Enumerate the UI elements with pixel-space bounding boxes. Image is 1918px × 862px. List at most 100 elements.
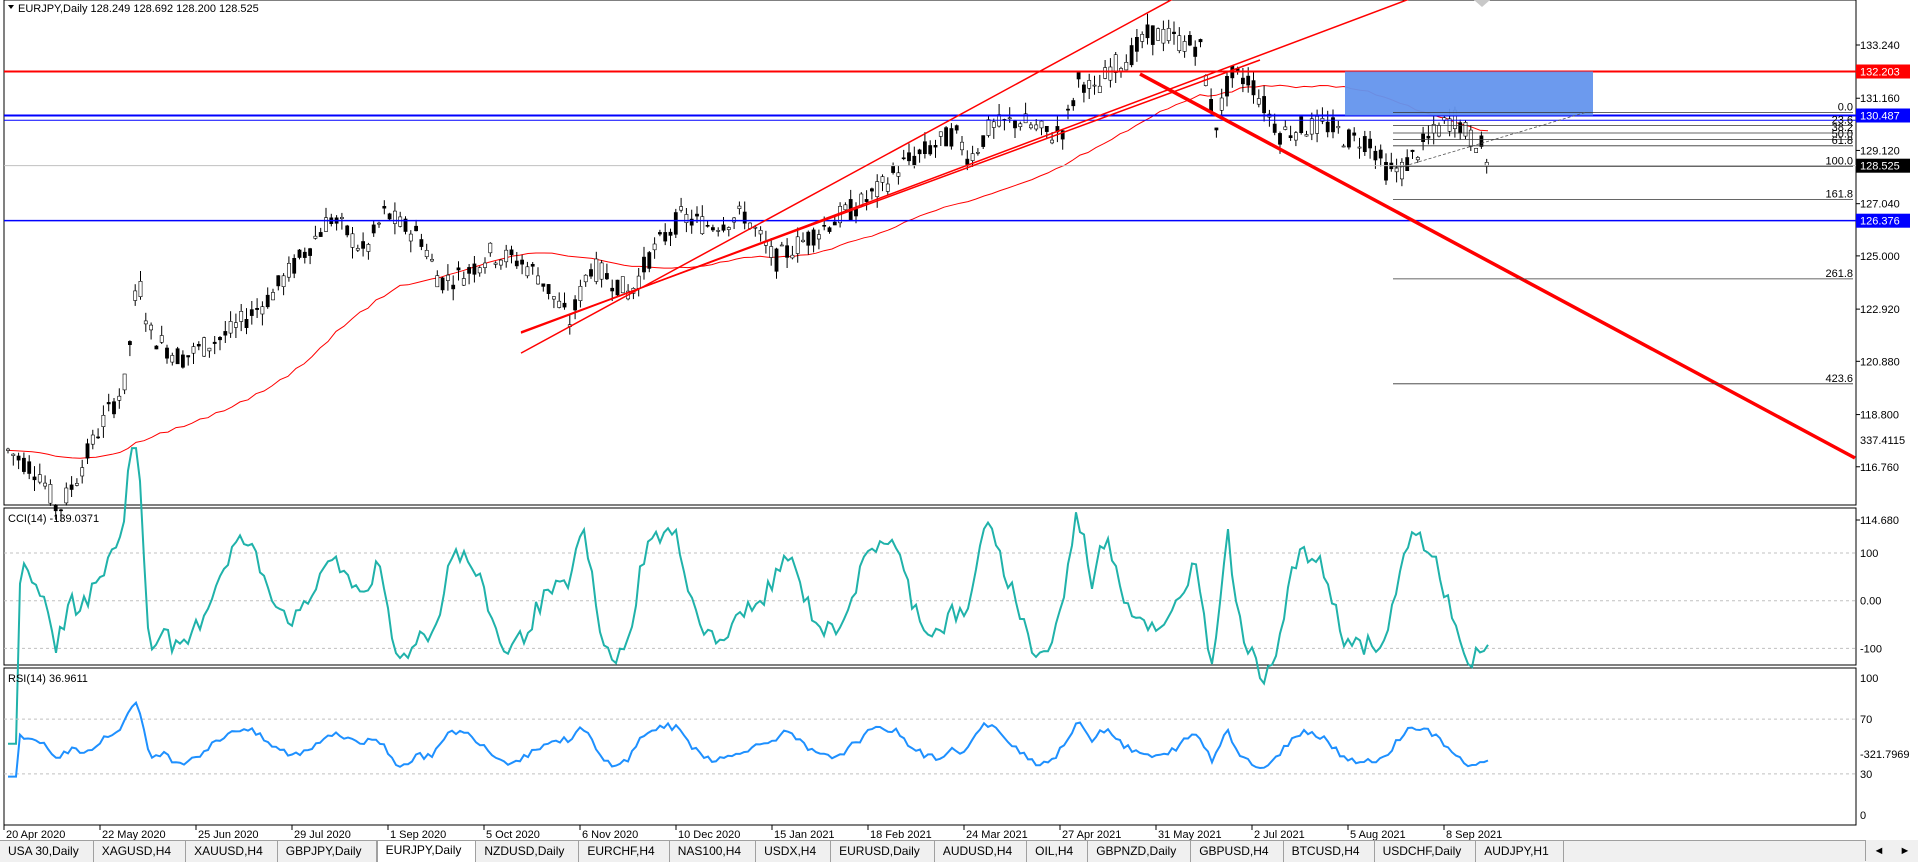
chart-menu-triangle-icon[interactable] (8, 5, 14, 9)
candle (234, 313, 238, 338)
candle-body (922, 141, 927, 154)
chart-tab[interactable]: NAS100,H4 (670, 841, 757, 862)
candle (514, 252, 519, 269)
candle-body (1283, 126, 1288, 130)
candle-body (790, 254, 795, 259)
candle (43, 475, 48, 490)
candle (1357, 137, 1362, 159)
candle-body (843, 204, 848, 211)
candle (483, 257, 487, 274)
price-tag-label: 130.487 (1860, 111, 1900, 123)
candle-body (1437, 125, 1441, 137)
candle-body (1044, 126, 1049, 132)
candle-body (1251, 80, 1256, 96)
chart-area[interactable]: 0.023.638.250.061.8100.0161.8261.8423.6 … (0, 0, 1918, 840)
candle (1225, 70, 1229, 107)
candle-body (1315, 116, 1320, 134)
candle (949, 123, 954, 150)
chart-tab[interactable]: EURJPY,Daily (376, 841, 477, 862)
candle-body (806, 231, 811, 246)
candle (1373, 145, 1378, 169)
chart-tab[interactable]: AUDUSD,H4 (935, 841, 1028, 862)
chart-tab[interactable]: XAGUSD,H4 (94, 841, 187, 862)
candle (562, 292, 567, 310)
candle (181, 350, 185, 369)
candle-body (1156, 28, 1161, 41)
candle-body (117, 395, 122, 401)
candle (907, 143, 911, 166)
cci-pane[interactable] (3, 507, 1857, 666)
candle-body (1124, 61, 1129, 71)
candle (827, 226, 832, 234)
candle-body (1394, 167, 1399, 173)
candle-body (244, 318, 249, 328)
candle (779, 241, 784, 247)
tab-scroll[interactable]: ◄ ► (1865, 840, 1918, 861)
candle (59, 508, 63, 521)
candle (1018, 121, 1023, 131)
candle-body (1092, 84, 1097, 87)
candle-body (175, 348, 180, 365)
chart-tab[interactable]: USDX,H4 (756, 841, 832, 862)
candle-body (191, 346, 196, 354)
candle-body (461, 278, 466, 286)
chart-tab[interactable]: GBPNZD,Daily (1088, 841, 1192, 862)
candle (933, 139, 938, 158)
time-axis-label: 20 Apr 2020 (6, 829, 65, 840)
candle-body (483, 262, 487, 268)
candle (1288, 125, 1293, 141)
chart-tab[interactable]: GBPUSD,H4 (1191, 841, 1284, 862)
candle (928, 140, 933, 156)
chart-tab[interactable]: XAUUSD,H4 (186, 841, 278, 862)
cci-scale-label: 0.00 (1860, 596, 1881, 608)
candle (1076, 71, 1081, 88)
candle-body (64, 487, 69, 504)
candle (32, 466, 37, 491)
chart-tab[interactable]: GBPJPY,Daily (278, 841, 377, 862)
chart-tab[interactable]: USDCHF,Daily (1375, 841, 1477, 862)
chart-tab[interactable]: USA 30,Daily (0, 841, 94, 862)
candle-body (1426, 135, 1431, 139)
candle (716, 227, 721, 237)
chart-tab[interactable]: AUDJPY,H1 (1476, 841, 1564, 862)
candle (456, 261, 461, 281)
rsi-pane[interactable] (3, 667, 1857, 826)
tab-left-arrow-icon[interactable]: ◄ (1873, 844, 1885, 857)
candle-body (1373, 150, 1378, 161)
candle (302, 247, 307, 264)
fib-level-label: 61.8 (1832, 135, 1853, 147)
candle-body (1034, 124, 1039, 130)
candle-body (1177, 35, 1182, 52)
candle (1145, 13, 1150, 45)
candle (1394, 158, 1399, 183)
candle-body (128, 341, 132, 345)
candle-body (398, 216, 403, 227)
time-axis-label: 8 Sep 2021 (1446, 829, 1502, 840)
candle (292, 254, 297, 279)
candle-body (594, 258, 599, 282)
candle (1421, 126, 1426, 151)
time-axis-label: 22 May 2020 (102, 829, 166, 840)
chart-tab[interactable]: EURUSD,Daily (831, 841, 935, 862)
candle (589, 263, 593, 279)
candle-body (1272, 123, 1277, 133)
candle-body (392, 210, 397, 224)
chart-tab[interactable]: OIL,H4 (1027, 841, 1089, 862)
chart-tabs: USA 30,Daily XAGUSD,H4 XAUUSD,H4 GBPJPY,Dai… (0, 840, 1918, 862)
candle (1410, 149, 1415, 159)
candle-body (705, 225, 710, 227)
fib-level-label: 423.6 (1825, 373, 1853, 385)
candle (975, 148, 980, 156)
candle-body (239, 310, 244, 322)
tab-right-arrow-icon[interactable]: ► (1899, 844, 1911, 857)
candle-body (1458, 122, 1463, 134)
chart-tab[interactable]: NZDUSD,Daily (476, 841, 580, 862)
candle-body (965, 158, 970, 165)
candle-body (1262, 96, 1267, 114)
candle-body (27, 461, 32, 474)
chart-tab[interactable]: BTCUSD,H4 (1284, 841, 1375, 862)
candle-body (832, 221, 837, 226)
candle (21, 452, 26, 475)
chart-tab[interactable]: EURCHF,H4 (579, 841, 670, 862)
candle-body (1256, 98, 1261, 105)
